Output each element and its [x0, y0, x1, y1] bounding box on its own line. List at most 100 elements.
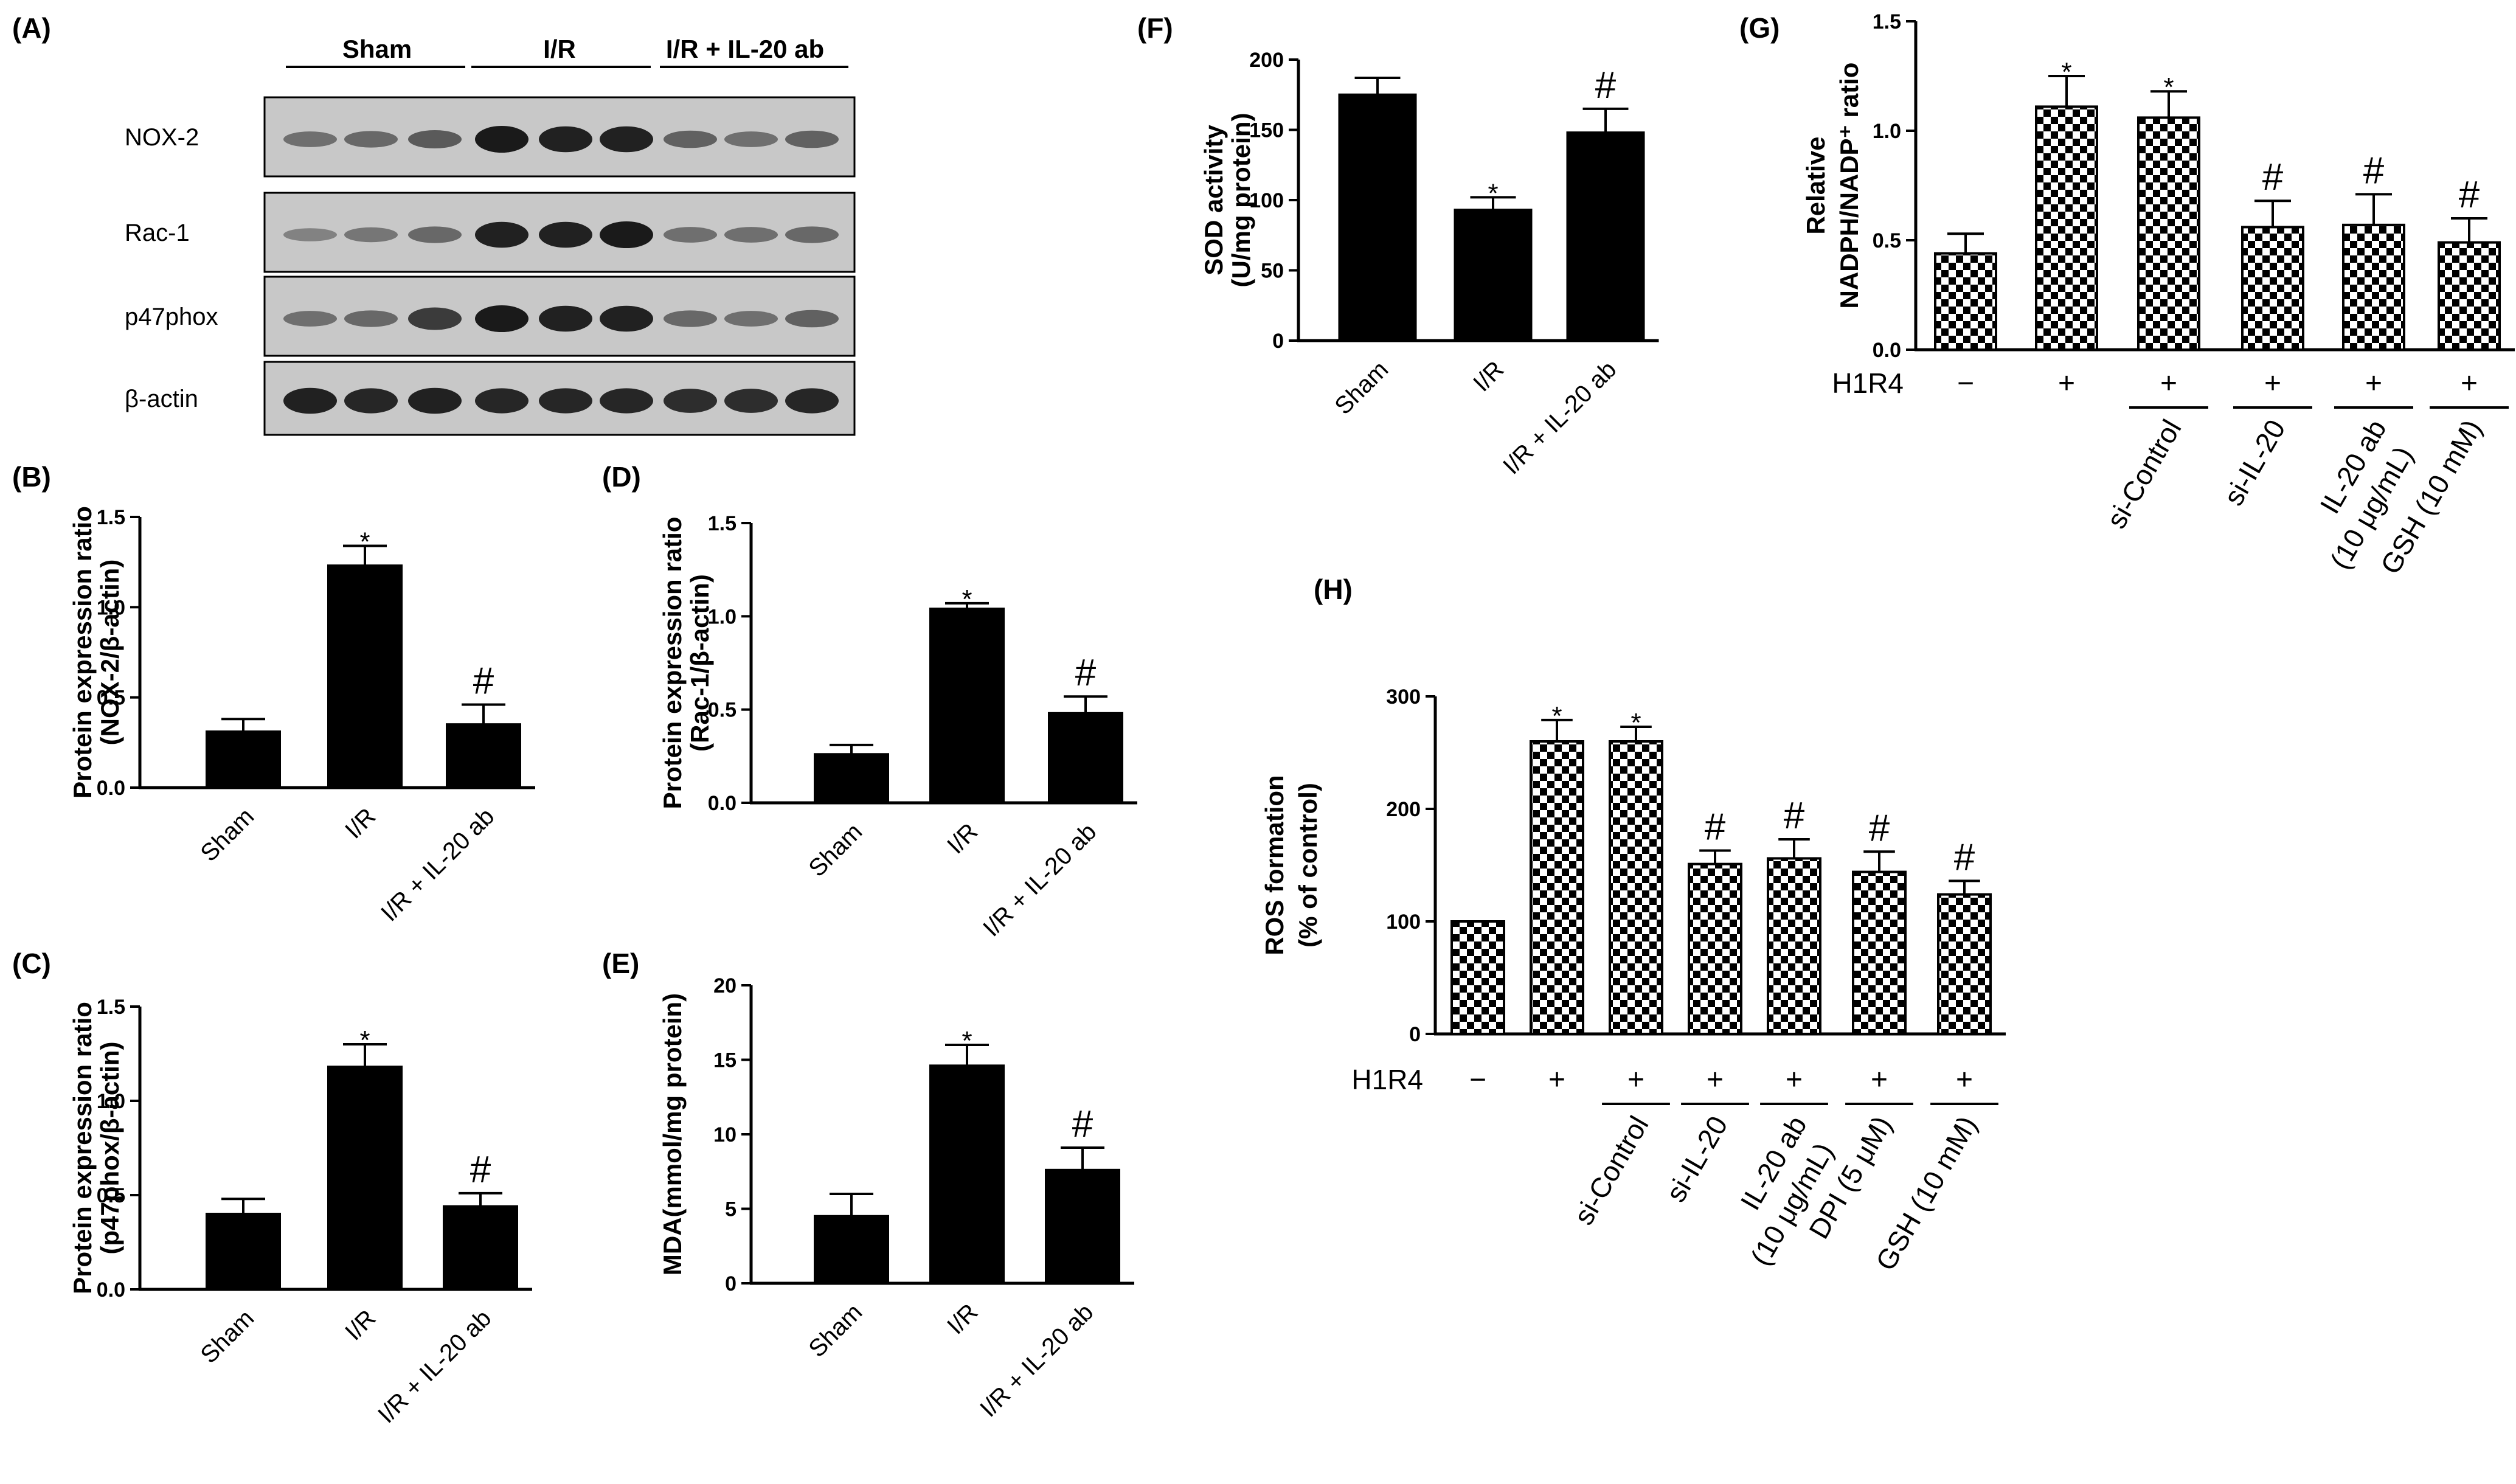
blot-band: [785, 310, 839, 328]
blot-band: [785, 130, 839, 148]
blot-band: [408, 387, 462, 414]
blot-band: [344, 227, 398, 243]
significance-star: *: [2061, 57, 2071, 87]
chart-f-sod: (F) 0 50 100 150 200 SOD activity(U/mg protein…: [1137, 12, 1659, 480]
blot-band: [408, 307, 462, 330]
bar: [929, 1064, 1005, 1285]
bar: [814, 1215, 889, 1285]
bar: [1767, 857, 1821, 1036]
hash-mark: #: [1954, 836, 1975, 878]
y-tick-label: 0.0: [1873, 339, 1901, 362]
blot-band: [724, 227, 778, 243]
y-tick-label: 150: [1249, 119, 1284, 142]
y-tick-label: 20: [713, 974, 736, 997]
hash-mark: #: [2262, 156, 2284, 198]
blot-row-label: NOX-2: [125, 124, 199, 151]
treatment-sign: +: [1956, 1064, 1973, 1096]
blot-band: [475, 126, 528, 153]
bar: [1566, 131, 1645, 342]
blot-band: [344, 131, 398, 148]
bar: [1450, 920, 1505, 1035]
x-category-label: Sham: [195, 1305, 259, 1368]
blot-band: [600, 305, 653, 332]
blot-band: [283, 131, 337, 147]
bar: [2241, 226, 2304, 351]
bar: [1045, 1168, 1120, 1285]
bar: [206, 730, 281, 789]
treatment-sign: +: [1627, 1064, 1644, 1096]
y-tick-label: 5: [725, 1198, 736, 1221]
blot-band: [785, 226, 839, 243]
significance-star: *: [359, 1025, 370, 1055]
y-tick-label: 0.0: [708, 792, 736, 815]
bar: [2035, 105, 2098, 351]
bar: [2342, 223, 2405, 351]
y-tick-label: 1.0: [708, 605, 736, 628]
y-tick-label: 1.5: [708, 512, 736, 535]
blot-band: [724, 389, 778, 413]
y-tick-label: 100: [1386, 910, 1421, 934]
treatment-sign: +: [1786, 1064, 1803, 1096]
bar: [1530, 740, 1584, 1035]
treatment-sign: +: [2365, 367, 2382, 400]
hash-mark: #: [1075, 652, 1097, 694]
blot-band: [539, 388, 592, 414]
hash-mark: #: [1784, 795, 1805, 837]
blot-band: [408, 130, 462, 148]
significance-star: *: [962, 584, 972, 614]
y-tick-label: 0.5: [1873, 229, 1901, 252]
blot-band: [408, 226, 462, 243]
western-blot-panel: (A) Sham I/R I/R + IL-20 ab NOX-2 Rac-1 p47pho…: [12, 12, 856, 436]
treatment-sign: +: [2461, 367, 2478, 400]
y-axis-label-line2: (p47phox/β-actin): [95, 1042, 124, 1255]
blot-row-label: Rac-1: [125, 220, 190, 246]
significance-star: *: [359, 527, 370, 556]
bar: [443, 1205, 518, 1291]
blot-band: [283, 228, 337, 241]
group-label: I/R: [543, 35, 576, 63]
bar: [1934, 252, 1997, 351]
hash-mark: #: [1595, 64, 1617, 106]
blot-band: [344, 310, 398, 327]
panel-label: (C): [12, 948, 51, 979]
bar: [1048, 712, 1123, 805]
panel-label: (G): [1739, 12, 1780, 44]
y-axis-label: MDA(mmol/mg protein): [658, 993, 687, 1275]
x-category-label: I/R: [340, 1305, 381, 1345]
bar: [446, 723, 521, 789]
blot-band: [539, 126, 592, 153]
bar: [929, 608, 1005, 804]
panel-label: (D): [602, 461, 641, 493]
y-axis-label: Protein expression ratio: [68, 1002, 97, 1294]
y-tick-label: 10: [713, 1123, 736, 1146]
y-tick-label: 0: [1272, 330, 1284, 353]
bar: [1609, 740, 1663, 1035]
y-tick-label: 0.5: [97, 1184, 125, 1207]
treatment-sign: +: [2264, 367, 2281, 400]
hash-mark: #: [470, 1149, 491, 1191]
y-axis-label: Relative: [1801, 136, 1830, 234]
x-category-label: I/R: [340, 803, 381, 844]
group-label: Sham: [342, 35, 412, 63]
x-category-label: I/R: [1468, 356, 1509, 397]
x-category-label: I/R: [942, 1298, 983, 1339]
bar: [1688, 862, 1742, 1036]
panel-label: (H): [1314, 574, 1353, 605]
y-axis-label: Protein expression ratio: [68, 506, 97, 799]
x-category-label: si-IL-20: [2217, 414, 2292, 511]
y-axis-label-line2: (% of control): [1294, 783, 1322, 948]
y-tick-label: 1.0: [1873, 120, 1901, 143]
hash-mark: #: [473, 661, 494, 702]
blot-band: [664, 310, 717, 327]
blot-band: [600, 388, 653, 414]
y-tick-label: 0.5: [708, 699, 736, 722]
y-tick-label: 0: [1409, 1023, 1421, 1046]
blot-band: [539, 221, 592, 248]
y-axis-label: ROS formation: [1260, 775, 1289, 955]
x-category-label: Sham: [1329, 356, 1393, 420]
treatment-sign: −: [1957, 367, 1974, 400]
y-axis-label-line2: (U/mg protein): [1227, 113, 1255, 288]
bar: [206, 1213, 281, 1291]
